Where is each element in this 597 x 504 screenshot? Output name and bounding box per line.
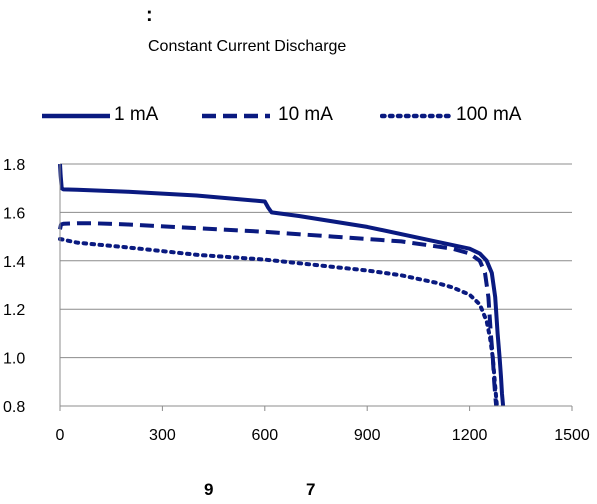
y-tick-label: 0.8 (3, 399, 25, 416)
y-tick-label: 1.0 (3, 351, 25, 368)
series-lines (58, 163, 506, 408)
legend-label-1ma: 1 mA (114, 104, 159, 125)
grid-lines (60, 163, 572, 359)
x-tick-label: 1200 (452, 427, 488, 444)
x-tick-label: 600 (251, 427, 278, 444)
series-line-10ma (58, 221, 499, 407)
y-tick-label: 1.6 (3, 205, 25, 222)
axes (59, 164, 573, 411)
legend-swatch-solid (42, 113, 110, 119)
series-line-100ma (58, 237, 499, 408)
legend-label-100ma: 100 mA (456, 104, 522, 125)
legend-swatch-dotted (380, 113, 452, 119)
x-tick-label: 900 (354, 427, 381, 444)
legend-label-10ma: 10 mA (278, 104, 333, 125)
chart-subtitle: Constant Current Discharge (148, 38, 347, 55)
series-line-1ma (58, 163, 506, 407)
y-tick-label: 1.8 (3, 157, 25, 174)
x-tick-label: 1500 (554, 427, 590, 444)
footer-glyph-right: 7 (306, 480, 316, 499)
x-tick-labels: 0 300 600 900 1200 1500 (56, 427, 590, 444)
y-tick-label: 1.2 (3, 302, 25, 319)
x-tick-label: 0 (56, 427, 65, 444)
title-mark: : (146, 4, 153, 26)
y-tick-label: 1.4 (3, 254, 25, 271)
chart-plot: 0.8 1.0 1.2 1.4 1.6 1.8 0 300 600 900 1200 1500 (3, 157, 590, 444)
x-tick-label: 300 (149, 427, 176, 444)
footer-glyph-left: 9 (204, 480, 214, 499)
legend-swatch-dashed (202, 113, 270, 119)
y-tick-labels: 0.8 1.0 1.2 1.4 1.6 1.8 (3, 157, 25, 416)
